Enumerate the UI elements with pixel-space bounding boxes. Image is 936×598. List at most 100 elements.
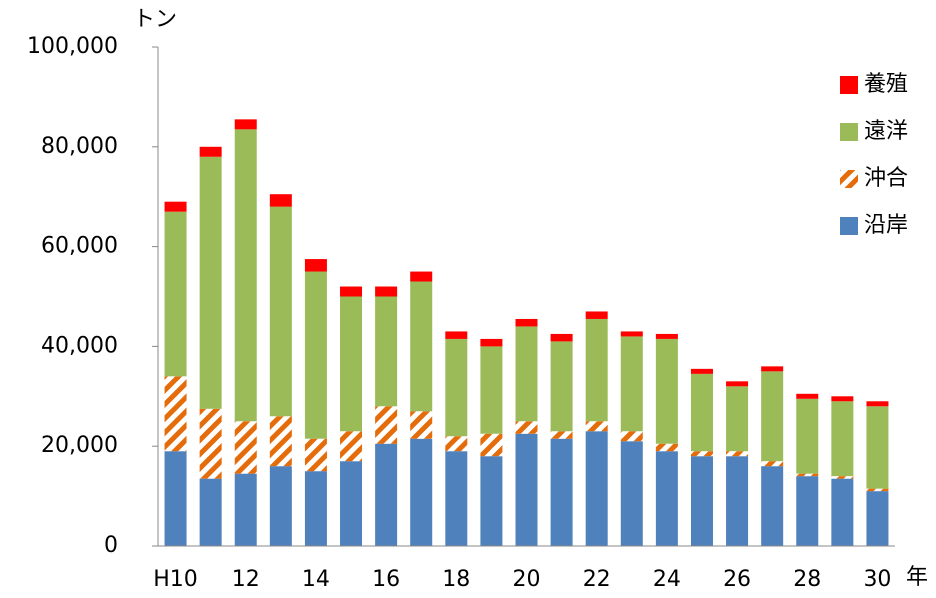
bar-segment [761, 366, 784, 372]
bar-segment [620, 331, 643, 337]
bar-segment [515, 421, 538, 434]
x-tick-label: 22 [583, 567, 611, 592]
bar-segment [199, 408, 222, 479]
bar-segment [726, 381, 749, 387]
bar-segment [831, 476, 854, 479]
bar-segment [340, 431, 363, 462]
bar-segment [340, 296, 363, 432]
bar-segment [550, 333, 573, 342]
bar-segment [304, 259, 327, 272]
bar-segment [199, 146, 222, 157]
bar-segment [445, 331, 468, 339]
bar-segment [410, 411, 433, 439]
legend-label: 沖合 [864, 166, 908, 191]
bar-segment [690, 451, 713, 457]
legend-label: 沿岸 [864, 213, 908, 238]
bar-segment [304, 271, 327, 439]
bar-segment [655, 338, 678, 444]
bar-segment [480, 456, 503, 546]
bar-segment [796, 398, 819, 474]
bar-segment [375, 406, 398, 444]
bar-segment [585, 311, 608, 319]
bar-segment [515, 326, 538, 422]
bar-segment [340, 461, 363, 546]
bar-segment [234, 129, 257, 422]
bar-segment [199, 478, 222, 546]
y-unit: トン [133, 7, 177, 32]
y-tick-label: 100,000 [27, 34, 118, 59]
bar-segment [761, 461, 784, 467]
bar-segment [375, 296, 398, 407]
bar-segment [655, 443, 678, 452]
bar-segment [480, 338, 503, 347]
bar-segment [164, 211, 187, 377]
y-tick-label: 20,000 [41, 433, 118, 458]
bar-segment [620, 441, 643, 546]
x-tick-label: 14 [302, 567, 330, 592]
bar-segment [655, 333, 678, 339]
bar-segment [550, 431, 573, 439]
bar-segment [690, 373, 713, 452]
bar-segment [585, 318, 608, 422]
bar-segment [655, 451, 678, 546]
bar-segment [585, 431, 608, 546]
bar-segment [690, 368, 713, 374]
bar-segment [831, 396, 854, 402]
bar-segment [269, 206, 292, 417]
bar-segment [726, 386, 749, 452]
bar-segment [340, 286, 363, 297]
bar-segment [304, 438, 327, 472]
x-tick-label: 12 [232, 567, 260, 592]
bar-segment [726, 456, 749, 546]
bar-segment [796, 393, 819, 399]
y-tick-label: 0 [104, 533, 118, 558]
bar-segment [164, 451, 187, 546]
bar-segment [690, 456, 713, 546]
x-tick-label: 26 [723, 567, 751, 592]
bar-segment [164, 201, 187, 212]
bar-segment [866, 488, 889, 492]
bar-segment [550, 341, 573, 432]
bar-segment [515, 318, 538, 327]
x-tick-label: 18 [442, 567, 470, 592]
bar-segment [796, 476, 819, 546]
legend-swatch [840, 217, 858, 235]
bar-segment [480, 433, 503, 457]
y-tick-label: 80,000 [41, 134, 118, 159]
bar-segment [445, 451, 468, 546]
bar-segment [375, 286, 398, 297]
legend-label: 遠洋 [864, 119, 908, 144]
y-tick-label: 40,000 [41, 333, 118, 358]
bar-segment [726, 451, 749, 457]
x-tick-label: 24 [653, 567, 681, 592]
legend-swatch [840, 76, 858, 94]
bar-segment [234, 119, 257, 130]
x-unit: 年 [906, 565, 928, 590]
bar-segment [585, 421, 608, 432]
bar-segment [796, 473, 819, 477]
bar-segment [445, 338, 468, 437]
bar-segment [410, 271, 433, 282]
bar-segment [480, 346, 503, 434]
legend-swatch [840, 123, 858, 141]
bar-segment [410, 281, 433, 412]
bar-segment [761, 371, 784, 462]
x-tick-label: 20 [513, 567, 541, 592]
bar-segment [831, 478, 854, 546]
x-tick-label: H10 [153, 567, 198, 592]
bar-segment [375, 443, 398, 546]
y-tick-label: 60,000 [41, 234, 118, 259]
bar-segment [550, 438, 573, 546]
x-tick-label: 28 [793, 567, 821, 592]
bar-segment [761, 466, 784, 546]
bar-segment [445, 436, 468, 452]
bar-segment [269, 466, 292, 546]
bar-segment [515, 433, 538, 546]
bar-segment [620, 336, 643, 432]
x-tick-label: 30 [863, 567, 891, 592]
bar-segment [866, 401, 889, 407]
bar-segment [199, 156, 222, 409]
legend-swatch [840, 170, 858, 188]
bar-segment [234, 473, 257, 546]
